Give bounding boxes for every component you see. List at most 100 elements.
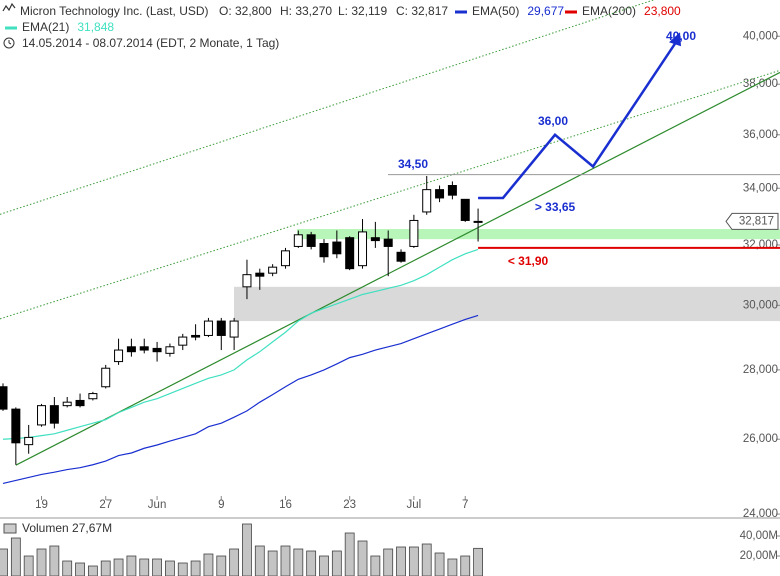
zone bbox=[234, 286, 780, 322]
chart-subtitle: 14.05.2014 - 08.07.2014 (EDT, 2 Monate, … bbox=[22, 36, 279, 50]
volume-bar bbox=[280, 545, 291, 576]
volume-bar bbox=[165, 560, 175, 576]
candle-body bbox=[435, 189, 445, 199]
candle-body bbox=[319, 243, 329, 258]
candle-body bbox=[396, 251, 406, 262]
y-tick-label: 32,000 bbox=[743, 239, 778, 251]
price-tag-label: 32,817 bbox=[739, 215, 774, 227]
volume-bar bbox=[319, 555, 329, 576]
volume-bar bbox=[203, 553, 214, 576]
candle-body bbox=[370, 237, 380, 242]
candle-body bbox=[191, 334, 201, 338]
volume-bar bbox=[370, 555, 381, 576]
candle-body bbox=[422, 189, 432, 213]
candle-body bbox=[75, 399, 85, 407]
volume-bar bbox=[306, 550, 317, 576]
forecast-label: 40,00 bbox=[666, 29, 696, 43]
candle-body bbox=[242, 274, 252, 288]
candle-body bbox=[255, 272, 265, 277]
header-icons bbox=[2, 2, 16, 49]
candle-body bbox=[114, 349, 124, 363]
volume-bar bbox=[126, 555, 137, 576]
volume-bar bbox=[229, 548, 240, 576]
volume-bar bbox=[10, 537, 21, 576]
y-tick-label: 34,000 bbox=[743, 182, 778, 194]
candle-body bbox=[358, 231, 368, 267]
volume-bar bbox=[49, 545, 60, 576]
x-tick-label: 27 bbox=[99, 499, 112, 511]
y-tick-label: 24,000 bbox=[743, 508, 778, 520]
volume-bar bbox=[62, 560, 73, 576]
ohlc-label: H: 33,270 bbox=[280, 4, 332, 18]
forecast-arrowhead bbox=[669, 32, 681, 47]
x-tick-label: 23 bbox=[343, 499, 356, 511]
x-tick-label: Jun bbox=[148, 499, 167, 511]
candle-body bbox=[126, 346, 136, 353]
candle-body bbox=[11, 408, 21, 444]
candle-body bbox=[88, 393, 98, 400]
candle-body bbox=[332, 241, 342, 255]
ohlc-label: L: 32,119 bbox=[338, 4, 387, 18]
y-tick-label: 40,000 bbox=[743, 30, 778, 42]
ohlc-label: O: 32,800 bbox=[219, 4, 272, 18]
candle-body bbox=[447, 185, 457, 196]
x-tick-label: 16 bbox=[279, 499, 292, 511]
volume-bar bbox=[177, 562, 188, 576]
volume-bar bbox=[0, 548, 8, 576]
y-tick-label: 26,000 bbox=[743, 433, 778, 445]
volume-bar bbox=[216, 555, 227, 576]
volume-bar bbox=[447, 558, 458, 576]
volume-bar bbox=[242, 523, 252, 576]
zone bbox=[297, 229, 780, 240]
ohlc-label: C: 32,817 bbox=[396, 4, 448, 18]
legend-label: EMA(200) bbox=[582, 4, 636, 18]
candle-body bbox=[0, 386, 8, 410]
volume-bar bbox=[113, 558, 124, 576]
volume-bar bbox=[293, 548, 304, 576]
candle-body bbox=[306, 234, 316, 247]
volume-bar bbox=[383, 548, 394, 576]
candle-body bbox=[280, 250, 290, 267]
forecast-line bbox=[478, 35, 682, 200]
volume-bar bbox=[87, 565, 98, 576]
volume-tick-label: 40,00M bbox=[740, 530, 778, 542]
candle-body bbox=[37, 405, 47, 426]
candle-body bbox=[165, 346, 175, 354]
volume-bar bbox=[23, 555, 34, 576]
chart-title: Micron Technology Inc. (Last, USD) bbox=[20, 4, 209, 18]
level-label: < 31,90 bbox=[508, 254, 549, 268]
forecast-label: 36,00 bbox=[538, 114, 568, 128]
ema-line bbox=[2, 248, 479, 440]
volume-bar bbox=[421, 543, 432, 576]
candle-body bbox=[383, 238, 393, 247]
volume-bar bbox=[254, 545, 265, 576]
volume-bar bbox=[331, 550, 342, 576]
volume-bar bbox=[139, 558, 150, 576]
candle-body bbox=[24, 436, 34, 446]
volume-bar bbox=[75, 562, 85, 576]
candle-body bbox=[473, 220, 483, 223]
candle-body bbox=[49, 405, 59, 424]
price-tag bbox=[725, 212, 779, 230]
y-tick-label: 28,000 bbox=[743, 364, 778, 376]
trendline bbox=[0, 69, 780, 320]
candle-body bbox=[345, 237, 355, 270]
candle-body bbox=[101, 367, 111, 388]
trendline bbox=[0, 0, 656, 215]
x-tick-label: 19 bbox=[35, 499, 48, 511]
candle-body bbox=[203, 320, 213, 336]
volume-bar bbox=[434, 552, 445, 576]
legend-label: EMA(50) bbox=[472, 4, 519, 18]
candle-body bbox=[139, 346, 149, 351]
y-tick-label: 30,000 bbox=[743, 299, 778, 311]
volume-bar bbox=[190, 560, 201, 576]
legend-value: 31,848 bbox=[77, 20, 114, 34]
candle-body bbox=[152, 347, 162, 353]
candle-body bbox=[62, 401, 72, 407]
candle-body bbox=[460, 198, 470, 221]
volume-bar bbox=[152, 558, 162, 576]
volume-bar bbox=[36, 548, 47, 576]
volume-bar bbox=[344, 532, 355, 576]
x-tick-label: 7 bbox=[462, 499, 468, 511]
